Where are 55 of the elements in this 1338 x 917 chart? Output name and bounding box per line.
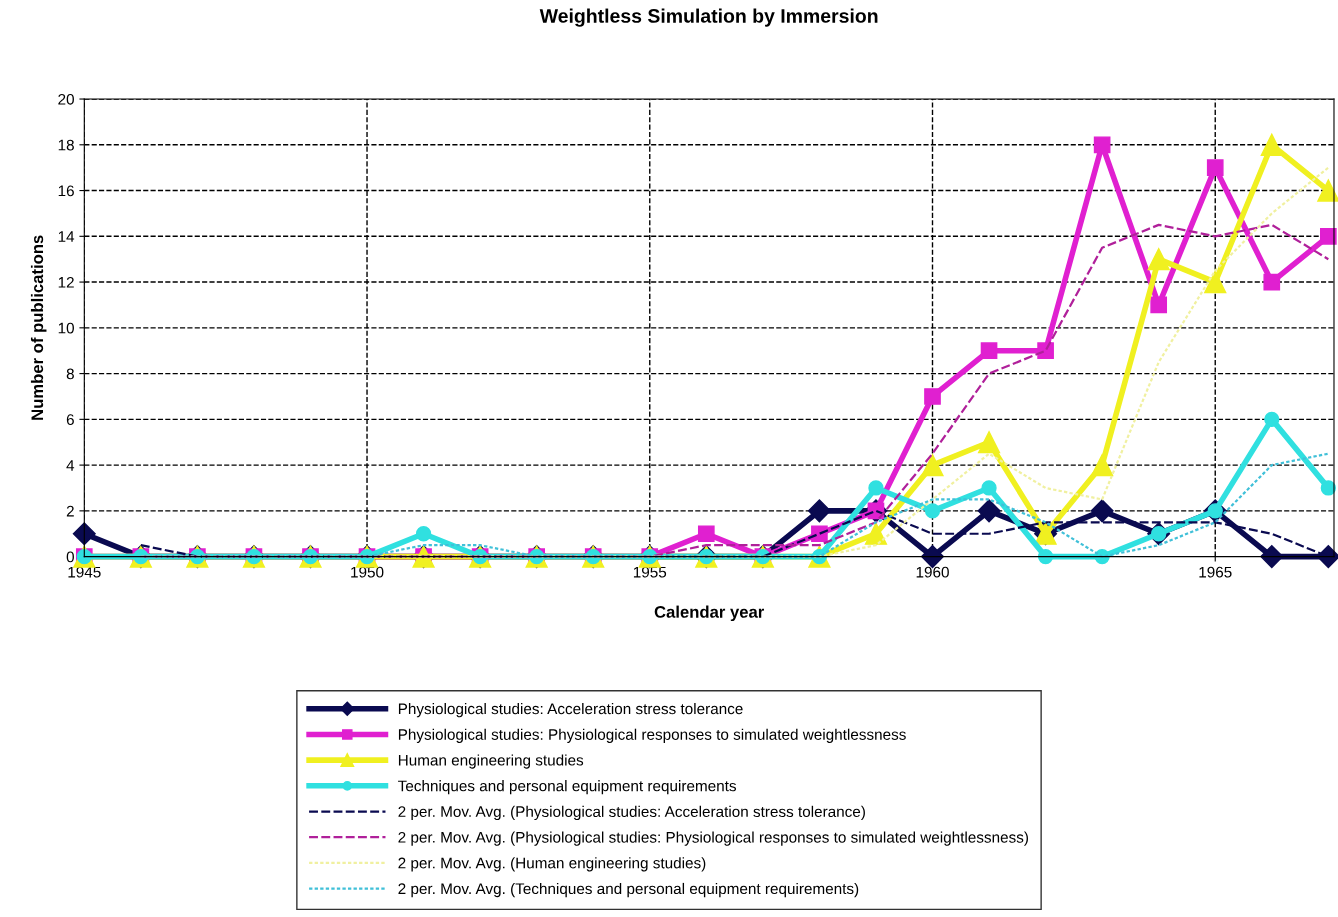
point (1093, 136, 1111, 154)
point (1260, 545, 1284, 569)
x-tick-label: 1965 (1199, 566, 1232, 578)
y-tick-label: 8 (66, 368, 74, 380)
legend-label: Physiological studies: Physiological responses to simulated weightlessness (398, 728, 906, 743)
point (1206, 159, 1224, 177)
point (72, 522, 96, 546)
y-axis-title: Number of publications (30, 235, 47, 420)
point (807, 499, 831, 523)
point (1316, 545, 1338, 569)
x-tick-label: 1955 (633, 566, 667, 578)
y-tick-label: 2 (66, 505, 74, 517)
point (1037, 548, 1054, 565)
legend-label: 2 per. Mov. Avg. (Physiological studies: Acceleration stress tolerance) (398, 805, 865, 821)
legend-label: Techniques and personal equipment requirements (398, 780, 737, 795)
y-tick-label: 10 (58, 322, 74, 334)
point (924, 503, 941, 519)
point (1317, 179, 1338, 202)
y-tick-label: 14 (58, 231, 75, 242)
point (924, 388, 941, 405)
y-tick-label: 4 (66, 460, 75, 471)
legend-label: Human engineering studies (398, 754, 584, 769)
point (415, 526, 432, 542)
legend-label: Physiological studies: Acceleration stress tolerance (398, 703, 743, 718)
point (1263, 273, 1281, 291)
y-tick-label: 16 (58, 185, 74, 197)
point (1091, 453, 1114, 477)
legend-label: 2 per. Mov. Avg. (Physiological studies: Physiological responses to simulated weightlessness) (398, 831, 1028, 846)
x-tick-label: 1945 (68, 566, 101, 578)
point (1264, 411, 1280, 427)
y-tick-label: 18 (58, 139, 74, 151)
point (697, 525, 715, 543)
point (1204, 270, 1227, 294)
legend-label: 2 per. Mov. Avg. (Human engineering studies) (398, 857, 706, 872)
y-tick-label: 6 (66, 414, 74, 426)
point (921, 453, 944, 477)
point (981, 480, 997, 496)
chart-title: Weightless Simulation by Immersion (539, 8, 878, 27)
point (977, 431, 1001, 454)
x-tick-label: 1950 (351, 566, 384, 578)
y-tick-label: 0 (66, 551, 74, 563)
x-tick-label: 1960 (916, 566, 949, 578)
point (977, 499, 1001, 523)
point (1260, 133, 1283, 156)
legend-label: 2 per. Mov. Avg. (Techniques and personal equipment requirements) (398, 882, 859, 898)
y-tick-label: 20 (58, 93, 74, 105)
point (980, 342, 998, 360)
point (868, 480, 884, 496)
point (864, 522, 888, 545)
x-axis-title: Calendar year (654, 605, 765, 622)
point (1319, 227, 1337, 245)
point (1090, 499, 1114, 523)
point (1147, 248, 1170, 271)
point (1150, 296, 1168, 314)
y-tick-label: 12 (58, 276, 74, 288)
